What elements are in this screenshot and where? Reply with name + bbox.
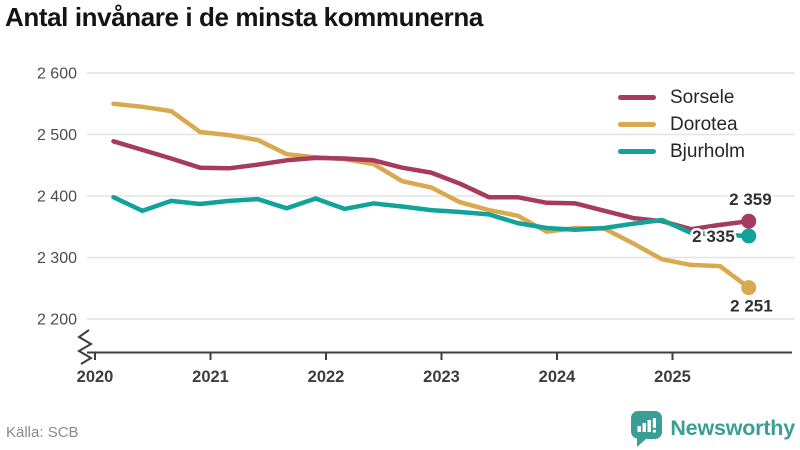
legend-swatch-sorsele [618, 95, 656, 100]
x-axis-ticks: 2020 2021 2022 2023 2024 2025 [77, 352, 691, 386]
source-note: Källa: SCB [6, 424, 79, 441]
legend-label-dorotea: Dorotea [670, 114, 738, 135]
newsworthy-wordmark: Newsworthy [670, 416, 795, 441]
series-end-dot-dorotea [741, 280, 757, 296]
y-tick-label: 2 600 [37, 66, 77, 83]
y-tick-label: 2 400 [37, 189, 77, 206]
axis-break-icon [77, 329, 93, 365]
series-line-bjurholm [111, 194, 751, 239]
newsworthy-logo[interactable]: Newsworthy [631, 411, 795, 447]
legend-swatch-dorotea [618, 122, 656, 127]
series-lines [111, 101, 757, 296]
series-end-value-bjurholm: 2 335 [692, 227, 735, 246]
chart-title: Antal invånare i de minsta kommunerna [5, 2, 483, 32]
x-tick-label: 2025 [654, 368, 691, 386]
y-tick-label: 2 200 [37, 312, 77, 329]
legend-swatch-bjurholm [618, 149, 656, 154]
legend-item-sorsele: Sorsele [618, 84, 745, 111]
newsworthy-bubble-barchart-icon [631, 411, 663, 447]
legend-label-sorsele: Sorsele [670, 87, 735, 108]
y-tick-label: 2 500 [37, 127, 77, 144]
series-end-labels: 2 251 2 359 2 335 [690, 188, 776, 318]
bar-chart-glyph [637, 418, 657, 433]
legend-label-bjurholm: Bjurholm [670, 141, 745, 162]
x-tick-label: 2020 [77, 368, 114, 386]
series-line-sorsele [111, 139, 751, 232]
x-tick-label: 2022 [308, 368, 345, 386]
x-tick-label: 2024 [539, 368, 577, 386]
legend: Sorsele Dorotea Bjurholm [618, 84, 745, 165]
legend-item-bjurholm: Bjurholm [618, 138, 745, 165]
y-tick-label: 2 300 [37, 250, 77, 267]
series-end-value-dorotea: 2 251 [730, 297, 773, 316]
x-tick-label: 2021 [192, 368, 229, 386]
series-end-value-sorsele: 2 359 [729, 190, 772, 209]
x-tick-label: 2023 [423, 368, 460, 386]
speech-bubble-shape [631, 411, 663, 447]
series-end-dot-bjurholm [741, 228, 757, 244]
legend-item-dorotea: Dorotea [618, 111, 745, 138]
series-line-dorotea [111, 101, 751, 290]
series-end-dot-sorsele [741, 213, 757, 229]
